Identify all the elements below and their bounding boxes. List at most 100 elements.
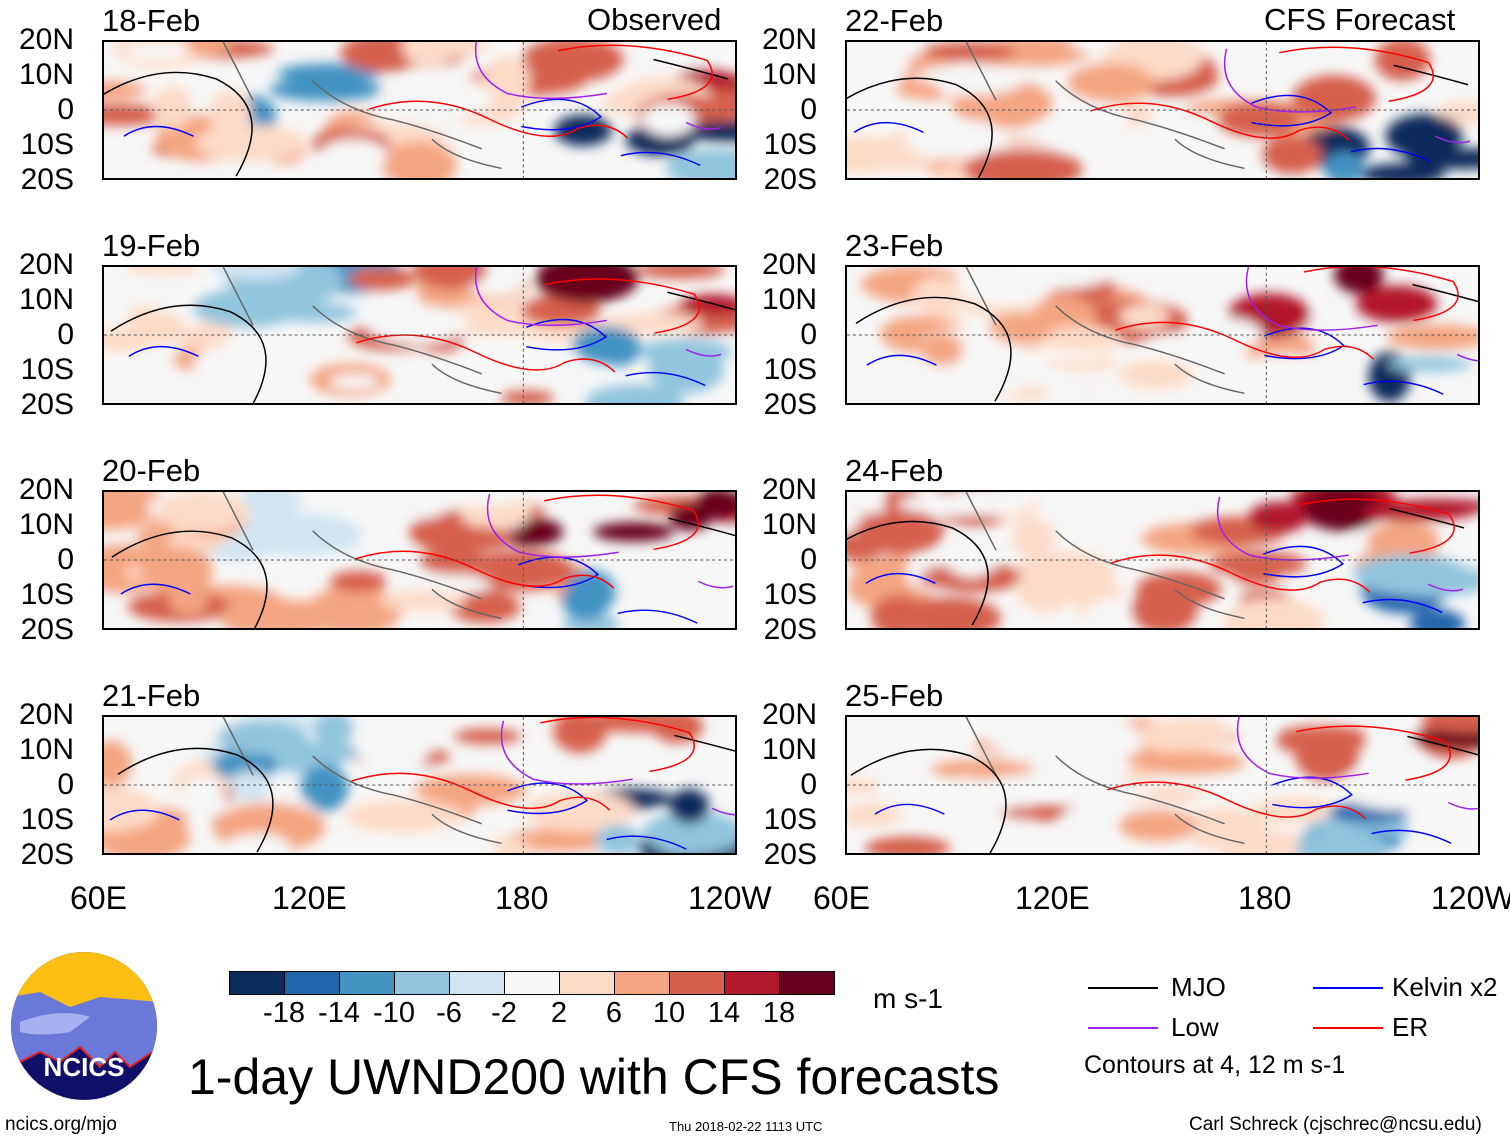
wind-anomaly-blob bbox=[997, 267, 1113, 290]
wind-anomaly-blob bbox=[193, 344, 269, 388]
lat-tick: 10S bbox=[763, 578, 817, 611]
map-panel bbox=[102, 715, 737, 855]
wind-anomaly-blob bbox=[554, 114, 612, 146]
contour-line bbox=[120, 556, 698, 624]
contour-line bbox=[1107, 725, 1451, 820]
lon-tick: 120W bbox=[1431, 880, 1510, 916]
wind-anomaly-blob bbox=[1070, 42, 1115, 52]
wind-anomaly-blob bbox=[1413, 728, 1478, 749]
lat-tick: 20S bbox=[20, 838, 74, 871]
coastline bbox=[965, 42, 1245, 170]
lat-tick: 0 bbox=[57, 768, 74, 801]
wind-anomaly-blob bbox=[641, 103, 696, 137]
source-url[interactable]: ncics.org/mjo bbox=[5, 1114, 117, 1135]
colorbar-swatch bbox=[450, 972, 505, 994]
wind-anomaly-blob bbox=[356, 724, 430, 772]
legend-line-er bbox=[1313, 1027, 1383, 1029]
wind-anomaly-blob bbox=[938, 777, 993, 820]
contour-line bbox=[855, 283, 1478, 402]
wind-anomaly-blob bbox=[1323, 151, 1364, 178]
wind-anomaly-blob bbox=[415, 774, 527, 806]
wind-anomaly-blob bbox=[168, 591, 209, 615]
wind-anomaly-blob bbox=[1015, 563, 1076, 613]
colorbar-swatch bbox=[560, 972, 615, 994]
wind-anomaly-blob bbox=[572, 326, 640, 364]
contour-note: Contours at 4, 12 m s-1 bbox=[1084, 1051, 1346, 1079]
legend-label-low: Low bbox=[1171, 1012, 1219, 1042]
wind-anomaly-blob bbox=[1296, 828, 1388, 853]
wind-anomaly-blob bbox=[648, 346, 725, 394]
wind-anomaly-blob bbox=[1067, 63, 1156, 103]
panel-date: 23-Feb bbox=[845, 228, 944, 263]
contour-line bbox=[355, 494, 699, 589]
colorbar-label: 2 bbox=[550, 997, 568, 1029]
contour-line bbox=[104, 58, 729, 177]
wind-anomaly-blob bbox=[104, 740, 132, 787]
wind-anomaly-blob bbox=[329, 570, 388, 593]
wind-anomaly-blob bbox=[179, 776, 226, 821]
wind-anomaly-blob bbox=[300, 764, 349, 812]
colorbar-label: -14 bbox=[318, 997, 360, 1029]
contour-line bbox=[123, 98, 701, 167]
colorbar-label: 18 bbox=[762, 997, 796, 1029]
contour-line bbox=[486, 493, 734, 589]
lat-tick: 0 bbox=[800, 768, 817, 801]
wind-anomaly-blob bbox=[921, 333, 964, 367]
wind-anomaly-blob bbox=[226, 833, 290, 853]
wind-anomaly-blob bbox=[207, 377, 305, 403]
wind-anomaly-blob bbox=[553, 717, 607, 753]
wind-anomaly-blob bbox=[417, 377, 489, 402]
wind-anomaly-blob bbox=[1130, 751, 1246, 775]
wind-anomaly-blob bbox=[1252, 796, 1334, 824]
lat-tick: 20N bbox=[18, 698, 74, 731]
contour-line bbox=[865, 545, 1443, 614]
contour-line bbox=[474, 267, 722, 357]
wind-anomaly-blob bbox=[419, 824, 497, 853]
contour-line bbox=[356, 278, 700, 373]
panel-date: 18-Feb bbox=[102, 3, 201, 38]
wind-anomaly-blob bbox=[669, 788, 710, 824]
wind-anomaly-blob bbox=[1409, 609, 1466, 628]
wind-anomaly-blob bbox=[1044, 372, 1087, 403]
lat-tick: 10N bbox=[761, 733, 817, 766]
wind-anomaly-blob bbox=[240, 492, 302, 520]
wind-anomaly-blob bbox=[847, 136, 913, 174]
contour-line bbox=[1090, 46, 1434, 141]
wind-anomaly-blob bbox=[914, 64, 1024, 96]
wind-anomaly-blob bbox=[276, 63, 381, 83]
wind-anomaly-blob bbox=[185, 42, 232, 57]
lon-tick: 180 bbox=[1238, 880, 1292, 916]
lat-tick: 10N bbox=[761, 508, 817, 541]
lat-tick: 20N bbox=[18, 23, 74, 56]
wind-anomaly-blob bbox=[847, 384, 911, 403]
contour-line bbox=[1216, 496, 1464, 592]
wind-anomaly-blob bbox=[584, 384, 685, 403]
legend-line-kelvin bbox=[1313, 987, 1383, 989]
map-panel bbox=[102, 265, 737, 405]
coastline bbox=[965, 267, 1245, 395]
coastline bbox=[965, 492, 1245, 620]
lat-tick: 0 bbox=[800, 318, 817, 351]
colorbar-swatch bbox=[670, 972, 725, 994]
wind-anomaly-blob bbox=[1374, 42, 1431, 81]
legend-label-mjo: MJO bbox=[1171, 972, 1226, 1002]
lat-tick: 10N bbox=[761, 58, 817, 91]
panel-date: 24-Feb bbox=[845, 453, 944, 488]
colorbar-swatch bbox=[780, 972, 834, 994]
wind-anomaly-blob bbox=[1359, 503, 1474, 522]
lat-tick: 20S bbox=[20, 388, 74, 421]
colorbar-swatch bbox=[340, 972, 395, 994]
coastline bbox=[222, 267, 502, 395]
wind-anomaly-blob bbox=[1387, 356, 1472, 372]
wind-anomaly-blob bbox=[366, 304, 468, 344]
legend-label-kelvin: Kelvin x2 bbox=[1392, 972, 1498, 1002]
wind-anomaly-blob bbox=[195, 124, 307, 162]
wind-anomaly-blob bbox=[1406, 147, 1478, 170]
panel-date: 19-Feb bbox=[102, 228, 201, 263]
wind-anomaly-blob bbox=[104, 786, 160, 832]
wind-anomaly-blob bbox=[139, 546, 214, 595]
colorbar-label: -6 bbox=[436, 997, 462, 1029]
wind-anomaly-blob bbox=[137, 311, 186, 345]
observed-label: Observed bbox=[587, 2, 722, 37]
wind-anomaly-blob bbox=[1118, 810, 1196, 842]
